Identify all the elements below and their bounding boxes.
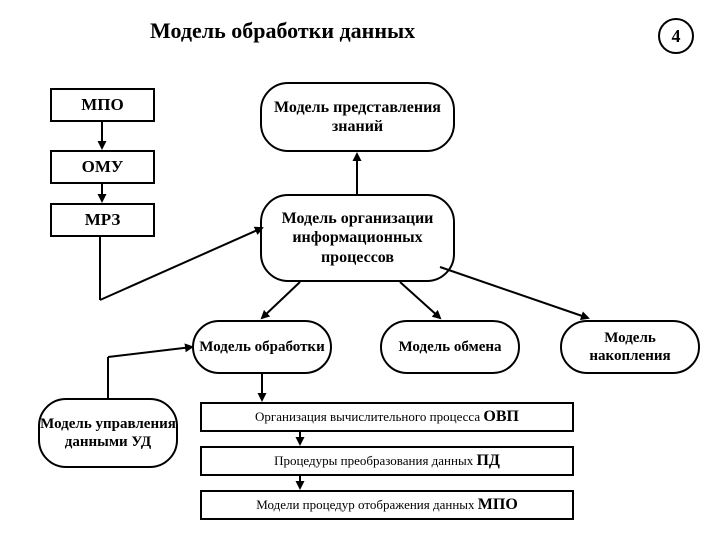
node-accum: Модель накопления [560,320,700,374]
node-ud: Модель управления данными УД [38,398,178,468]
title-text: Модель обработки данных [150,18,415,43]
node-accum-label: Модель накопления [562,329,698,365]
node-infoproc: Модель организации информационных процес… [260,194,455,282]
node-ovp-label: Организация вычислительного процесса ОВП [255,408,519,426]
page-title: Модель обработки данных [150,18,415,44]
node-exchange: Модель обмена [380,320,520,374]
node-pd: Процедуры преобразования данных ПД [200,446,574,476]
node-ovp: Организация вычислительного процесса ОВП [200,402,574,432]
node-ud-label: Модель управления данными УД [40,415,176,451]
node-exchange-label: Модель обмена [398,338,501,356]
page-number-badge: 4 [658,18,694,54]
node-processing-label: Модель обработки [199,338,324,356]
node-mpo2: Модели процедур отображения данных МПО [200,490,574,520]
node-mpo2-label: Модели процедур отображения данных МПО [256,496,518,514]
node-mpo-label: МПО [81,95,124,115]
node-omu: ОМУ [50,150,155,184]
node-omu-label: ОМУ [82,157,124,177]
node-mrz-label: МРЗ [85,210,121,230]
node-knowledge-label: Модель представления знаний [262,98,453,136]
page-number: 4 [672,26,681,47]
node-processing: Модель обработки [192,320,332,374]
node-mrz: МРЗ [50,203,155,237]
node-pd-label: Процедуры преобразования данных ПД [274,452,500,470]
node-knowledge: Модель представления знаний [260,82,455,152]
node-infoproc-label: Модель организации информационных процес… [262,209,453,267]
node-mpo: МПО [50,88,155,122]
